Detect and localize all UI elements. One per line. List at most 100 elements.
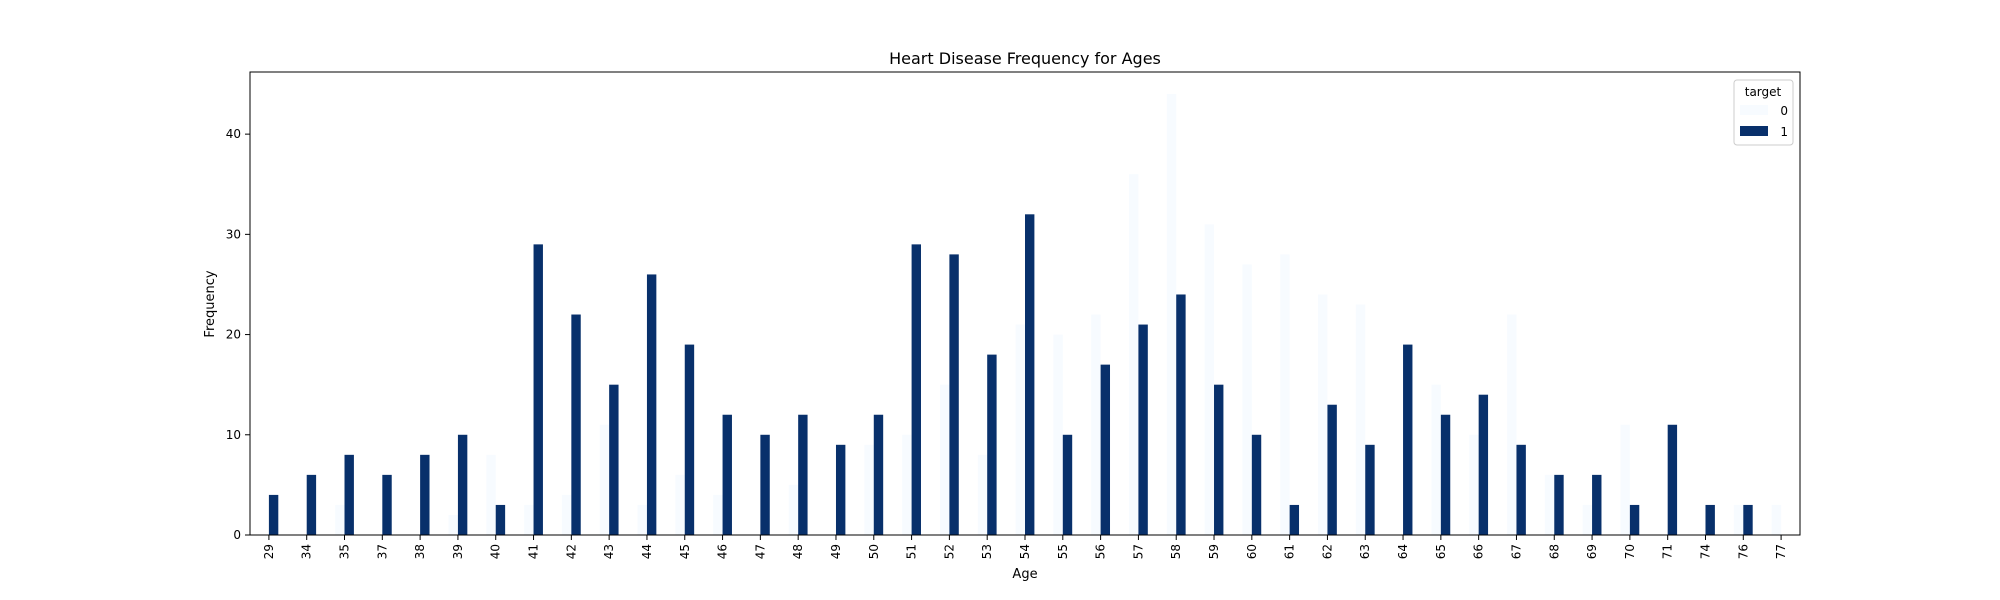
x-tick-label: 70 [1623,544,1637,559]
legend-title: target [1745,85,1782,99]
bar-target1-age-68 [1554,474,1564,535]
bar-target0-age-39 [448,514,458,535]
bar-target0-age-53 [977,454,988,535]
bar-target0-age-50 [864,444,874,535]
bar-target0-age-61 [1280,254,1290,535]
bar-target1-age-41 [533,244,543,535]
y-axis: 0 10 20 30 40 [226,127,250,542]
x-tick-label: 40 [489,544,503,559]
x-tick-label: 45 [678,544,692,559]
x-tick-label: 50 [867,544,881,559]
x-tick-label: 53 [980,544,994,559]
bar-target1-age-43 [609,384,619,535]
bar-target1-age-60 [1251,434,1262,535]
bar-target0-age-59 [1204,224,1215,535]
x-tick-label: 49 [829,544,843,559]
bar-target0-age-60 [1242,264,1252,535]
bar-target0-age-42 [561,494,572,535]
x-tick-label: 59 [1207,544,1221,559]
bar-target1-age-59 [1214,384,1224,535]
x-tick-label: 64 [1396,544,1410,559]
bar-target0-age-63 [1355,304,1366,535]
bar-target1-age-52 [949,254,959,535]
x-tick-label: 61 [1283,544,1297,559]
x-tick-label: 34 [300,544,314,559]
bar-target1-age-57 [1138,324,1148,535]
bar-target0-age-41 [524,504,534,535]
legend-swatch-1 [1740,126,1768,136]
bar-target0-age-45 [675,474,685,535]
bar-target1-age-61 [1289,504,1300,535]
bar-target1-age-35 [344,454,354,535]
legend: target 0 1 [1733,79,1794,146]
x-tick-label: 55 [1056,544,1070,559]
bar-target1-age-44 [646,274,657,535]
x-tick-label: 76 [1736,544,1750,559]
bar-target1-age-69 [1592,474,1602,535]
bar-target1-age-49 [835,444,846,535]
x-tick-label: 62 [1320,544,1334,559]
bar-target1-age-29 [268,494,279,535]
x-tick-label: 56 [1094,544,1108,559]
y-tick-label: 0 [233,528,241,542]
bar-target1-age-70 [1629,504,1640,535]
x-tick-label: 68 [1547,544,1561,559]
x-tick-label: 71 [1661,544,1675,559]
bar-target0-age-65 [1431,384,1441,535]
bar-target0-age-66 [1469,434,1479,535]
bar-target1-age-47 [760,434,770,535]
x-axis-label: Age [1012,567,1037,582]
bar-target1-age-54 [1025,214,1035,535]
x-tick-label: 43 [602,544,616,559]
bar-target0-age-58 [1166,94,1177,536]
x-tick-label: 52 [942,544,956,559]
bar-target0-age-57 [1129,174,1139,535]
bar-target1-age-55 [1062,434,1073,535]
x-tick-label: 65 [1434,544,1448,559]
bar-target0-age-68 [1544,474,1555,535]
bar-target0-age-48 [788,484,799,535]
y-tick-label: 10 [226,428,241,442]
x-tick-label: 46 [716,544,730,559]
bar-target0-age-52 [939,384,950,535]
x-tick-label: 39 [451,544,465,559]
legend-swatch-0 [1740,105,1768,115]
x-tick-label: 44 [640,544,654,559]
bar-target1-age-58 [1176,294,1186,535]
bar-target1-age-64 [1403,344,1413,535]
legend-label-1: 1 [1780,125,1788,139]
bar-target1-age-65 [1440,414,1451,535]
bar-target1-age-51 [911,244,921,535]
bar-target0-age-40 [486,454,496,535]
x-tick-label: 41 [527,544,541,559]
bar-target0-age-77 [1771,504,1782,535]
bar-target1-age-62 [1327,404,1337,535]
y-axis-label: Frequency [203,270,218,337]
bar-target1-age-45 [684,344,695,535]
bars-layer [268,94,1782,536]
x-tick-label: 29 [262,544,276,559]
x-tick-label: 48 [791,544,805,559]
bar-target1-age-37 [382,474,392,535]
bar-target0-age-62 [1318,294,1328,535]
x-tick-label: 42 [564,544,578,559]
x-tick-label: 35 [338,544,352,559]
bar-target1-age-63 [1365,444,1375,535]
bar-target0-age-70 [1620,424,1630,535]
x-tick-label: 66 [1472,544,1486,559]
x-tick-label: 51 [905,544,919,559]
x-axis: 29 34 35 37 38 39 40 41 42 43 44 45 46 47 48 49 50 51 52 53… [262,535,1788,559]
bar-target1-age-46 [722,414,732,535]
x-tick-label: 60 [1245,544,1259,559]
bar-target0-age-76 [1733,504,1744,535]
x-tick-label: 63 [1358,544,1372,559]
bar-target1-age-38 [420,454,430,535]
bar-target1-age-34 [306,474,317,535]
legend-label-0: 0 [1780,104,1788,118]
y-tick-label: 40 [226,127,241,141]
bar-target0-age-35 [335,504,345,535]
y-tick-label: 20 [226,328,241,342]
bar-target0-age-44 [637,504,647,535]
bar-target1-age-74 [1705,504,1715,535]
x-tick-label: 57 [1131,544,1145,559]
